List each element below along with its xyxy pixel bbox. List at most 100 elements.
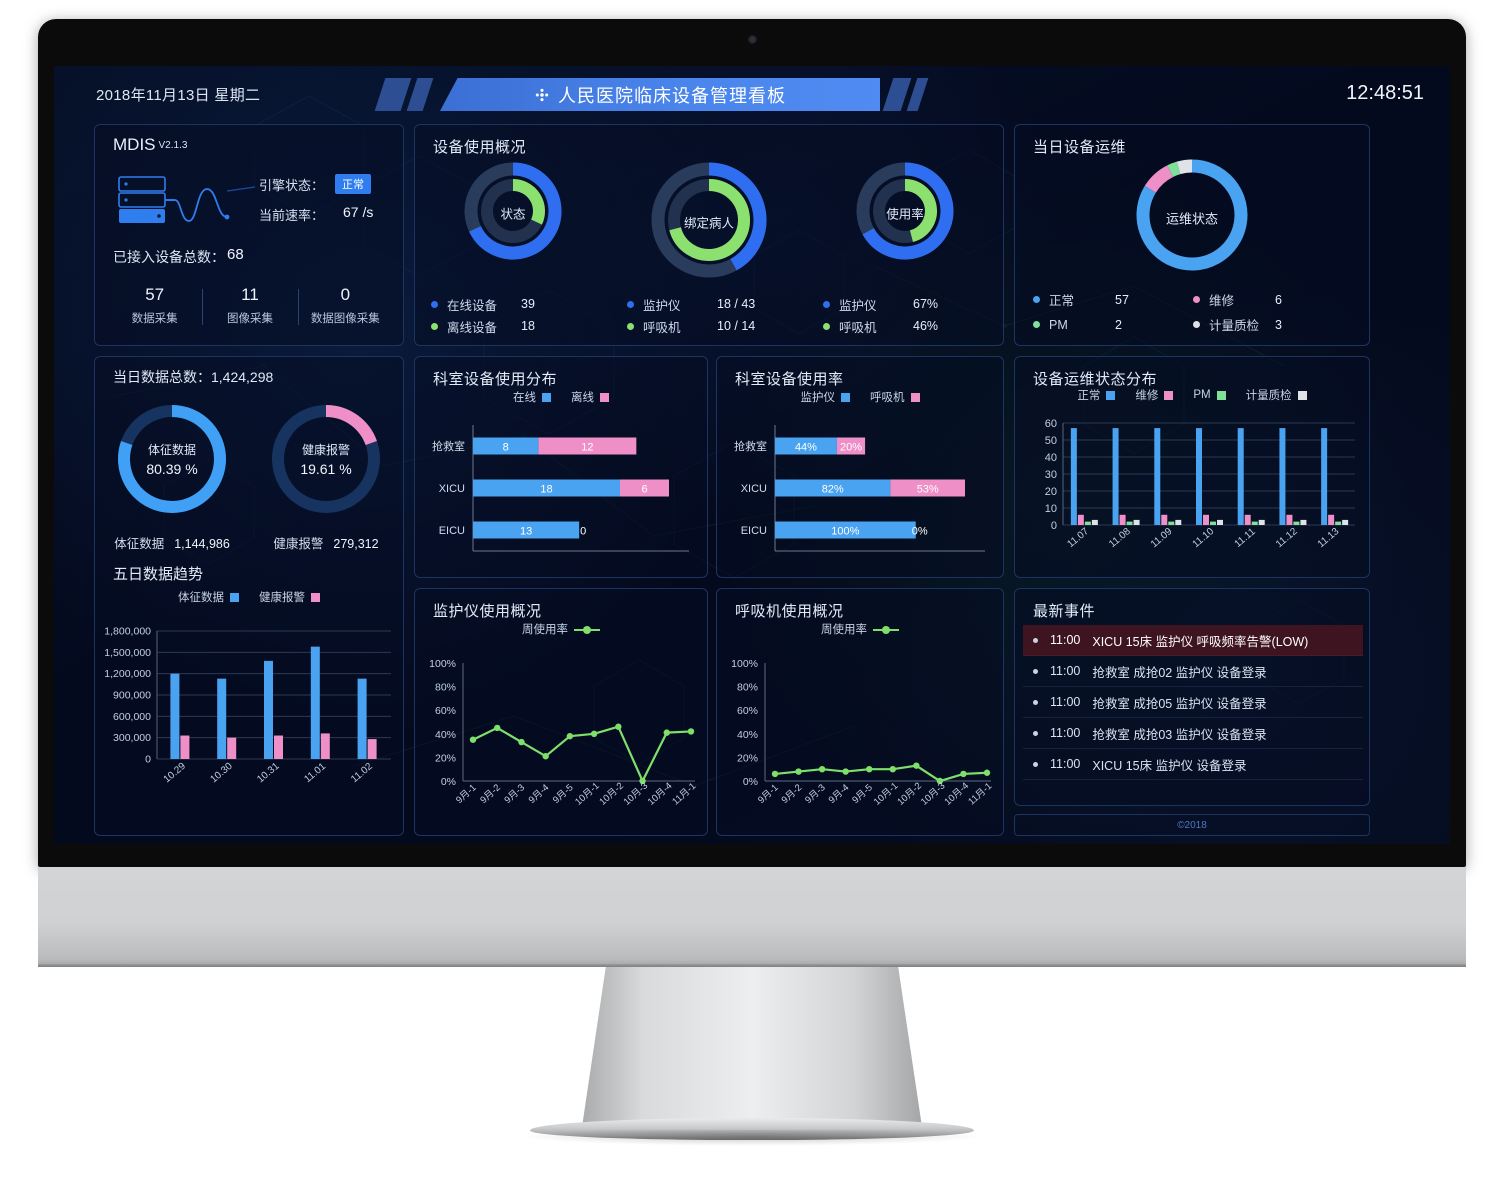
- svg-text:9月-3: 9月-3: [502, 782, 527, 806]
- usage-ring-label: 绑定病人: [683, 216, 735, 231]
- legend-row: 呼吸机 10 / 14: [627, 315, 803, 337]
- device-usage-title: 设备使用概况: [433, 139, 527, 156]
- header-title-text: 人民医院临床设备管理看板: [558, 85, 786, 106]
- device-usage-donuts: 状态 在线设备 39 离线设备 18 绑定病人 监护仪 18 / 43 呼吸机 10 / 14 使用…: [415, 159, 1003, 339]
- legend-item: PM: [1193, 387, 1226, 403]
- svg-text:0%: 0%: [441, 776, 456, 788]
- legend-swatch-icon: [1216, 390, 1226, 400]
- legend-dot-icon: [431, 322, 438, 330]
- legend-item: 监护仪: [801, 389, 850, 405]
- stat-cell: 57 数据采集: [107, 285, 202, 326]
- legend-value: 18 / 43: [717, 297, 756, 311]
- stat-value: 11: [241, 285, 259, 304]
- legend-dot-icon: [1033, 321, 1040, 328]
- copyright-bar: ©2018: [1014, 814, 1370, 836]
- event-row[interactable]: 11:00 XICU 15床 监护仪 设备登录: [1023, 749, 1363, 780]
- legend-dot-icon: [627, 322, 634, 330]
- legend-item: 计量质检: [1246, 387, 1307, 403]
- svg-text:300,000: 300,000: [113, 732, 151, 744]
- svg-text:10月-4: 10月-4: [942, 781, 971, 808]
- legend-row: 监护仪 67%: [823, 293, 999, 315]
- usage-legend: 监护仪 18 / 43 呼吸机 10 / 14: [627, 293, 803, 337]
- legend-name: 离线: [571, 392, 594, 404]
- svg-text:10月-4: 10月-4: [646, 781, 675, 808]
- svg-text:10.30: 10.30: [208, 761, 235, 786]
- legend-item: 维修: [1135, 387, 1174, 403]
- legend-row: 离线设备 18: [431, 315, 607, 337]
- legend-name: 周使用率: [522, 624, 568, 636]
- svg-text:80%: 80%: [737, 682, 758, 694]
- connected-devices-label: 已接入设备总数：: [113, 249, 225, 265]
- svg-text:11.11: 11.11: [1233, 526, 1258, 550]
- webcam-icon: [747, 35, 757, 44]
- event-row[interactable]: 11:00 抢救室 成抢02 监护仪 设备登录: [1023, 656, 1363, 687]
- stat-value: 0: [340, 285, 351, 304]
- ops-legend-item: 正常 57: [1033, 287, 1193, 312]
- stat-cell: 0 数据图像采集: [297, 285, 393, 326]
- svg-text:9月-1: 9月-1: [454, 782, 479, 806]
- legend-name: 体征数据: [178, 592, 224, 604]
- legend-name: 计量质检: [1245, 390, 1292, 402]
- svg-text:9月-5: 9月-5: [850, 782, 875, 806]
- svg-text:18: 18: [540, 484, 552, 496]
- event-time: 11:00: [1050, 664, 1081, 678]
- legend-dot-icon: [1193, 296, 1200, 303]
- svg-text:9月-5: 9月-5: [551, 782, 576, 806]
- legend-dot-icon: [823, 322, 830, 330]
- data-footer-value: 1,144,986: [174, 537, 230, 551]
- legend-row: 监护仪 18 / 43: [627, 293, 803, 315]
- maintenance-chart: 正常 维修 PM 计量质检 60 50 40 30 20 10 0 11.07 11.08 11.09 11…: [1015, 387, 1369, 577]
- svg-text:20%: 20%: [840, 442, 862, 454]
- svg-text:12: 12: [581, 442, 593, 454]
- latest-events-panel: 最新事件 11:00 XICU 15床 监护仪 呼吸频率告警(LOW) 11:00 抢…: [1014, 588, 1370, 806]
- svg-text:100%: 100%: [831, 526, 859, 538]
- legend-line-marker-icon: [574, 625, 600, 634]
- svg-text:60%: 60%: [435, 705, 456, 717]
- vent-usage-chart: 周使用率 100% 80% 60% 40% 20% 0% 9月-1 9月-2 9月-3 9月-4 9月…: [717, 621, 1003, 833]
- monitor-stand-neck: [582, 967, 922, 1127]
- legend-name: 健康报警: [259, 592, 305, 604]
- legend-swatch-icon: [1297, 390, 1307, 400]
- legend-dot-icon: [1193, 321, 1200, 328]
- legend-dot-icon: [431, 300, 438, 308]
- svg-text:0%: 0%: [912, 526, 928, 538]
- svg-text:20%: 20%: [435, 752, 456, 764]
- data-donut-title: 体征数据: [147, 443, 196, 457]
- header-title-bar: 人民医院临床设备管理看板: [440, 78, 880, 111]
- current-rate-label: 当前速率：: [259, 208, 325, 223]
- header-slash-left-1: [374, 78, 412, 111]
- event-text: XICU 15床 监护仪 呼吸频率告警(LOW): [1092, 634, 1309, 649]
- legend-name: PM: [1193, 389, 1211, 401]
- svg-text:11.12: 11.12: [1274, 526, 1300, 550]
- event-row[interactable]: 11:00 抢救室 成抢03 监护仪 设备登录: [1023, 718, 1363, 749]
- ops-legend-item: 计量质检 3: [1193, 312, 1353, 337]
- data-footer-value: 279,312: [333, 537, 379, 551]
- svg-text:20: 20: [1045, 486, 1057, 498]
- event-row[interactable]: 11:00 抢救室 成抢05 监护仪 设备登录: [1023, 687, 1363, 718]
- header-clock: 12:48:51: [1346, 82, 1424, 104]
- legend-value: 6: [1275, 292, 1282, 307]
- svg-text:XICU: XICU: [439, 483, 465, 495]
- svg-text:53%: 53%: [917, 484, 939, 496]
- chart-legend: 周使用率: [415, 621, 707, 637]
- legend-name: 维修: [1135, 390, 1159, 402]
- event-text: XICU 15床 监护仪 设备登录: [1092, 758, 1247, 773]
- legend-name: 监护仪: [643, 298, 681, 313]
- svg-text:10月-3: 10月-3: [622, 781, 651, 808]
- data-donut-cell: 体征数据 80.39 %: [95, 399, 249, 527]
- monitor-usage-title: 监护仪使用概况: [433, 603, 542, 620]
- usage-legend: 在线设备 39 离线设备 18: [431, 293, 607, 337]
- copyright-text: ©2018: [1177, 819, 1207, 831]
- legend-name: 周使用率: [821, 624, 867, 636]
- legend-name: 监护仪: [839, 298, 877, 313]
- event-text: 抢救室 成抢05 监护仪 设备登录: [1092, 696, 1267, 711]
- daily-data-total: 当日数据总数：1,424,298: [113, 367, 273, 387]
- legend-item: 在线: [513, 389, 551, 405]
- svg-text:44%: 44%: [795, 442, 817, 454]
- legend-item: 周使用率: [522, 621, 600, 637]
- svg-text:EICU: EICU: [439, 525, 465, 537]
- legend-row: 呼吸机 46%: [823, 315, 999, 337]
- event-row[interactable]: 11:00 XICU 15床 监护仪 呼吸频率告警(LOW): [1023, 625, 1363, 656]
- svg-text:600,000: 600,000: [113, 711, 151, 723]
- legend-dot-icon: [823, 300, 830, 308]
